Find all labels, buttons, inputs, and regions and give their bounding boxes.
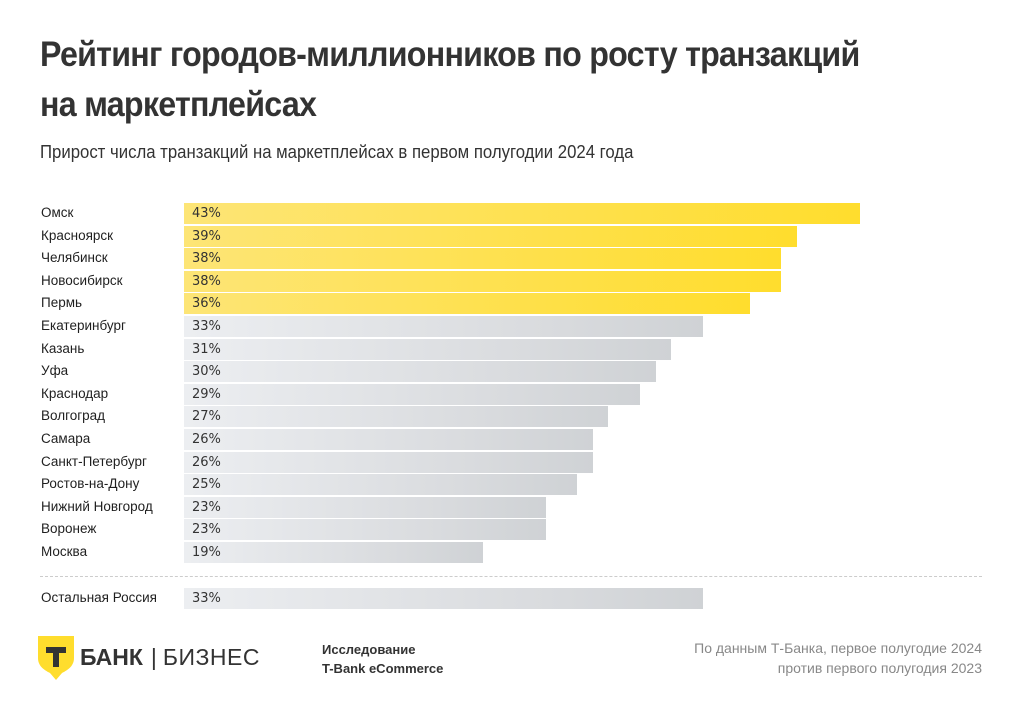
bar [184,361,656,383]
bar [184,542,483,563]
reference-value-label: 33% [192,591,221,606]
category-label: Пермь [41,295,83,311]
category-label: Красноярск [41,227,114,243]
category-label: Ростов-на-Дону [41,476,140,492]
category-label: Санкт-Петербург [41,453,147,469]
tbank-shield-logo-icon [38,636,74,680]
value-label: 29% [192,386,221,402]
source-note: По данным Т-Банка, первое полугодие 2024… [694,638,982,678]
bar-row: Самара 26% [0,429,1024,450]
value-label: 31% [192,341,221,357]
bar-row: Пермь 36% [0,293,1024,315]
chart-subtitle: Прирост числа транзакций на маркетплейса… [40,142,634,162]
bar-row: Уфа 30% [0,361,1024,383]
bar [184,383,640,405]
bar-row: Омск 43% [0,203,1024,224]
reference-bar [184,588,703,609]
bar-row: Челябинск 38% [0,248,1024,270]
bar [184,429,593,450]
bar [184,270,782,292]
value-label: 26% [192,432,221,447]
bar-row: Екатеринбург 33% [0,316,1024,337]
value-label: 33% [192,319,221,334]
bar-row: Волгоград 27% [0,406,1024,428]
bar [184,474,577,496]
bar-row: Новосибирск 38% [0,270,1024,292]
bar [184,338,672,360]
research-line-1: Исследование [322,642,416,657]
bar [184,203,860,224]
category-label: Челябинск [41,250,108,266]
bar-row: Нижний Новгород 23% [0,496,1024,518]
bar-row: Ростов-на-Дону 25% [0,474,1024,496]
value-label: 25% [192,477,221,493]
category-label: Екатеринбург [41,318,126,333]
value-label: 30% [192,364,221,380]
reference-row: Остальная Россия 33% [0,588,1024,609]
brand-name: БАНК | БИЗНЕС [80,644,260,671]
bar-row: Воронеж 23% [0,519,1024,541]
chart-title: Рейтинг городов-миллионников по росту тр… [40,35,860,124]
value-label: 23% [192,522,221,538]
bar [184,316,703,337]
brand-separator: | [150,644,157,670]
source-line-1: По данным Т-Банка, первое полугодие 2024 [694,640,982,656]
bar-row: Санкт-Петербург 26% [0,451,1024,473]
bar-row: Казань 31% [0,338,1024,360]
value-label: 38% [192,251,221,267]
value-label: 27% [192,409,221,425]
category-label: Москва [41,544,88,559]
bar [184,519,546,541]
value-label: 26% [192,454,221,470]
category-label: Казань [41,340,85,356]
brand-business: БИЗНЕС [162,644,260,670]
research-note: Исследование T-Bank eCommerce [322,640,443,678]
category-label: Уфа [41,363,69,379]
value-label: 19% [192,545,221,560]
bar-row: Красноярск 39% [0,225,1024,247]
value-label: 39% [192,228,221,244]
reference-divider [40,576,982,577]
category-label: Воронеж [41,521,97,537]
reference-category-label: Остальная Россия [41,590,157,605]
category-label: Новосибирск [41,272,123,288]
research-line-2: T-Bank eCommerce [322,661,444,676]
value-label: 36% [192,296,221,312]
category-label: Нижний Новгород [41,498,153,514]
brand-bank: БАНК [80,644,143,670]
source-line-2: против первого полугодия 2023 [777,660,982,676]
bar [184,406,609,428]
category-label: Волгоград [41,408,106,424]
category-label: Самара [41,431,91,446]
bar [184,225,798,247]
category-label: Омск [41,205,74,220]
value-label: 43% [192,206,221,221]
bar [184,451,593,473]
value-label: 38% [192,273,221,289]
value-label: 23% [192,499,221,515]
bar [184,248,782,270]
category-label: Краснодар [41,385,109,401]
bar-row: Краснодар 29% [0,383,1024,405]
bar-row: Москва 19% [0,542,1024,563]
bar [184,496,546,518]
bar [184,293,750,315]
